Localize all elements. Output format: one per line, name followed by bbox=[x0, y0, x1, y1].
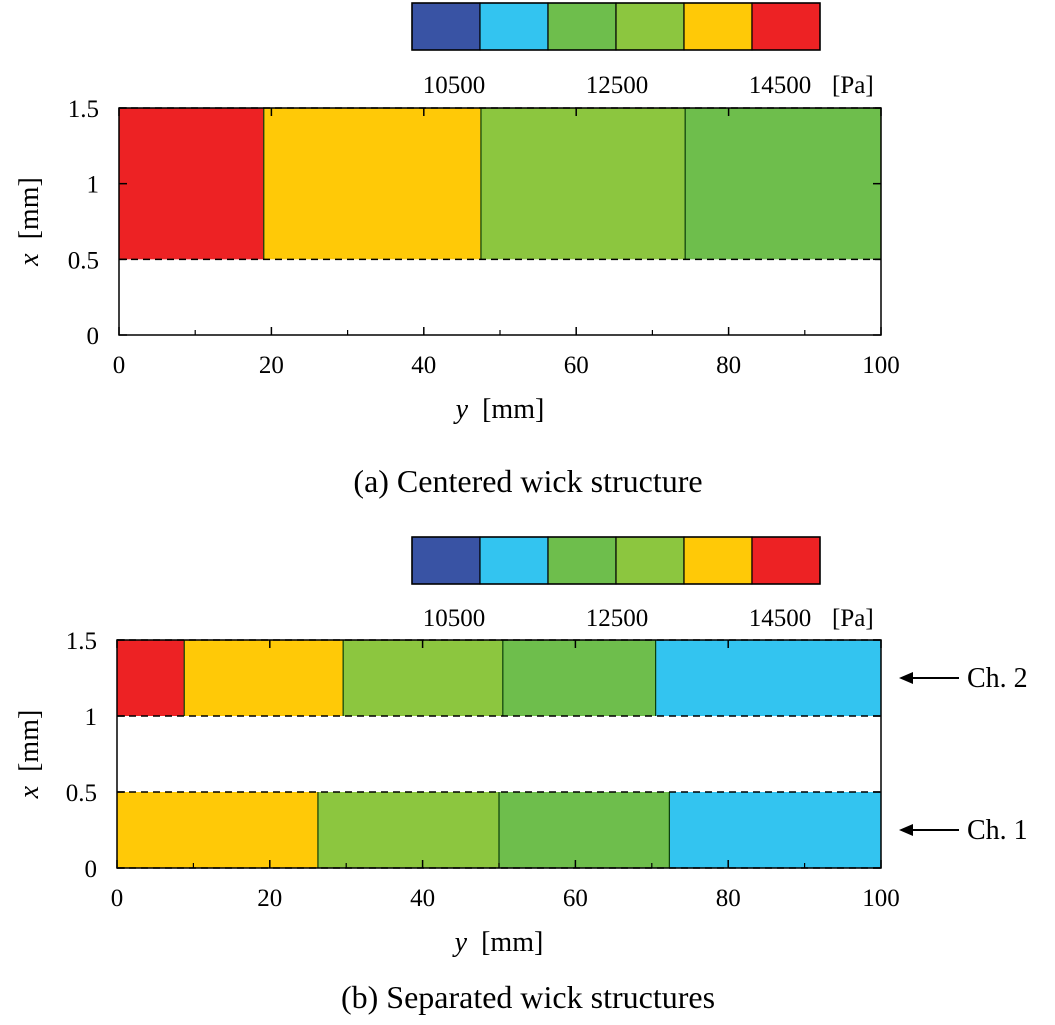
colorbar-tick-label: 12500 bbox=[586, 605, 649, 632]
colorbar-swatch bbox=[547, 536, 617, 585]
colorbar-tick-label: 10500 bbox=[423, 605, 486, 632]
colorbar-tick-label: 10500 bbox=[423, 72, 486, 99]
y-tick-label: 0 bbox=[85, 856, 98, 883]
x-tick-label: 80 bbox=[716, 885, 741, 912]
pressure-segment bbox=[502, 640, 656, 716]
x-axis-unit: [mm] bbox=[481, 927, 543, 958]
colorbar-unit: [Pa] bbox=[832, 72, 874, 99]
channel bbox=[119, 107, 881, 261]
pressure-segment bbox=[499, 792, 670, 868]
channel: Ch. 1 bbox=[117, 791, 1028, 869]
x-axis-var: y bbox=[453, 394, 469, 425]
x-tick-label: 60 bbox=[563, 885, 588, 912]
colorbar-swatch bbox=[615, 2, 685, 51]
colorbar-tick-label: 14500 bbox=[749, 72, 812, 99]
pressure-segment bbox=[117, 640, 185, 716]
y-axis-title: x [mm] bbox=[14, 177, 45, 267]
channel-arrow-head bbox=[899, 672, 913, 684]
y-axis-var: x bbox=[14, 253, 45, 267]
y-axis-title: x [mm] bbox=[14, 710, 45, 800]
x-axis-var: y bbox=[452, 927, 468, 958]
colorbar-swatch bbox=[683, 2, 753, 51]
x-tick-label: 0 bbox=[111, 885, 124, 912]
pressure-segment bbox=[655, 640, 881, 716]
x-tick-label: 100 bbox=[862, 885, 900, 912]
channel-arrow-head bbox=[899, 824, 913, 836]
x-axis-space bbox=[467, 927, 481, 958]
x-axis-space bbox=[468, 394, 482, 425]
channel-label: Ch. 1 bbox=[967, 815, 1028, 846]
y-axis-space bbox=[14, 772, 45, 786]
colorbar-swatch bbox=[683, 536, 753, 585]
x-axis-title: y [mm] bbox=[452, 927, 544, 958]
colorbar-tick-label: 12500 bbox=[586, 72, 649, 99]
colorbar: 10500 12500 14500 [Pa] bbox=[411, 2, 874, 99]
x-tick-label: 0 bbox=[113, 352, 126, 379]
pressure-segment bbox=[317, 792, 499, 868]
pressure-segment bbox=[263, 108, 481, 260]
x-tick-label: 40 bbox=[410, 885, 435, 912]
panel-caption: (a) Centered wick structure bbox=[353, 463, 702, 499]
panel-b: 10500 12500 14500 [Pa]Ch. 2Ch. 10 20 40 60 80 10… bbox=[14, 536, 1028, 1015]
pressure-segment bbox=[184, 640, 344, 716]
pressure-segment bbox=[119, 108, 264, 260]
y-tick-label: 0.5 bbox=[68, 247, 99, 274]
y-tick-label: 1.5 bbox=[66, 628, 97, 655]
colorbar-swatch bbox=[751, 536, 821, 585]
y-axis-space bbox=[14, 239, 45, 253]
channel-label: Ch. 2 bbox=[967, 663, 1028, 694]
y-axis-unit: [mm] bbox=[14, 177, 45, 239]
y-axis-unit: [mm] bbox=[14, 710, 45, 772]
colorbar: 10500 12500 14500 [Pa] bbox=[411, 536, 874, 632]
y-tick-label: 1 bbox=[85, 704, 98, 731]
pressure-segment bbox=[669, 792, 881, 868]
x-tick-label: 60 bbox=[564, 352, 589, 379]
x-tick-label: 20 bbox=[259, 352, 284, 379]
colorbar-unit: [Pa] bbox=[832, 605, 874, 632]
x-axis-unit: [mm] bbox=[482, 394, 544, 425]
y-axis-var: x bbox=[14, 785, 45, 799]
colorbar-swatch bbox=[615, 536, 685, 585]
x-tick-label: 80 bbox=[716, 352, 741, 379]
colorbar-swatch bbox=[411, 2, 481, 51]
colorbar-swatch bbox=[547, 2, 617, 51]
colorbar-swatch bbox=[479, 536, 549, 585]
y-tick-label: 0.5 bbox=[66, 780, 97, 807]
x-tick-label: 40 bbox=[411, 352, 436, 379]
pressure-segment bbox=[343, 640, 503, 716]
pressure-segment bbox=[117, 792, 318, 868]
colorbar-swatch bbox=[751, 2, 821, 51]
colorbar-swatch bbox=[411, 536, 481, 585]
y-tick-label: 1 bbox=[87, 172, 100, 199]
x-tick-label: 100 bbox=[862, 352, 900, 379]
colorbar-frame bbox=[411, 2, 821, 51]
pressure-segment bbox=[480, 108, 686, 260]
panel-a: 10500 12500 14500 [Pa] 0 20 40 60 80 100 0 0.5 1 1.5 y… bbox=[14, 2, 900, 499]
panel-caption: (b) Separated wick structures bbox=[341, 979, 715, 1015]
colorbar-swatch bbox=[479, 2, 549, 51]
colorbar-tick-label: 14500 bbox=[749, 605, 812, 632]
channel: Ch. 2 bbox=[117, 639, 1028, 717]
y-tick-label: 1.5 bbox=[68, 96, 99, 123]
colorbar-frame bbox=[411, 536, 821, 585]
pressure-segment bbox=[685, 108, 881, 260]
x-axis-title: y [mm] bbox=[453, 394, 545, 425]
y-tick-label: 0 bbox=[87, 323, 100, 350]
x-tick-label: 20 bbox=[257, 885, 282, 912]
